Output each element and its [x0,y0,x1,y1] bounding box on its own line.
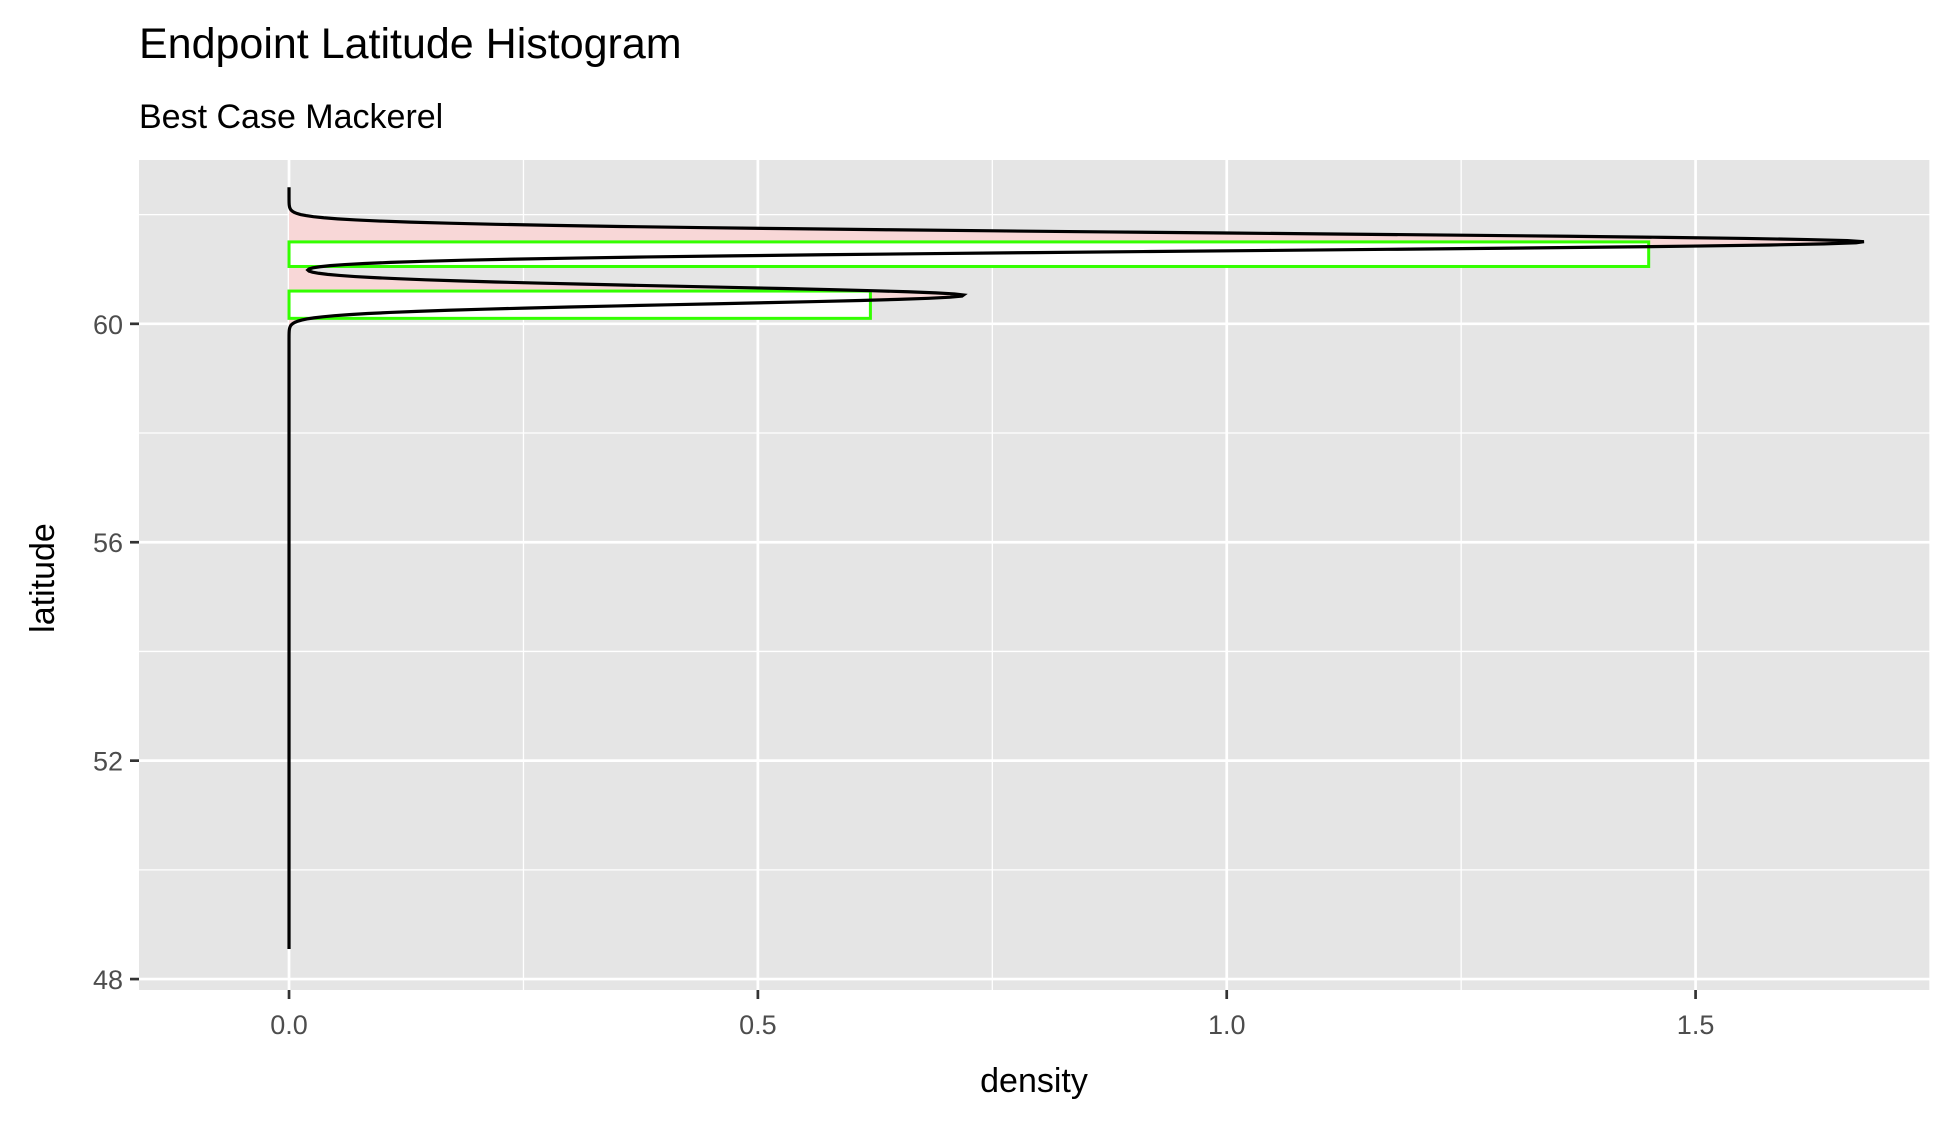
x-tick-label: 1.0 [1208,1010,1246,1040]
histogram-bar [287,289,872,320]
chart-subtitle: Best Case Mackerel [139,98,443,136]
x-tick-label: 0.0 [270,1010,308,1040]
x-tick-label: 1.5 [1677,1010,1715,1040]
x-tick-label: 0.5 [739,1010,777,1040]
y-tick-label: 48 [93,965,123,995]
y-axis-label: latitude [24,523,62,633]
chart-title: Endpoint Latitude Histogram [139,20,682,68]
y-tick-label: 56 [93,528,123,558]
y-tick-label: 60 [93,310,123,340]
axes: 0.0 0.5 1.0 1.5 48 52 56 60 [93,310,1714,1040]
y-tick-label: 52 [93,747,123,777]
density-curve [287,187,1865,950]
x-axis-label: density [980,1062,1088,1100]
density-line [287,187,1865,950]
